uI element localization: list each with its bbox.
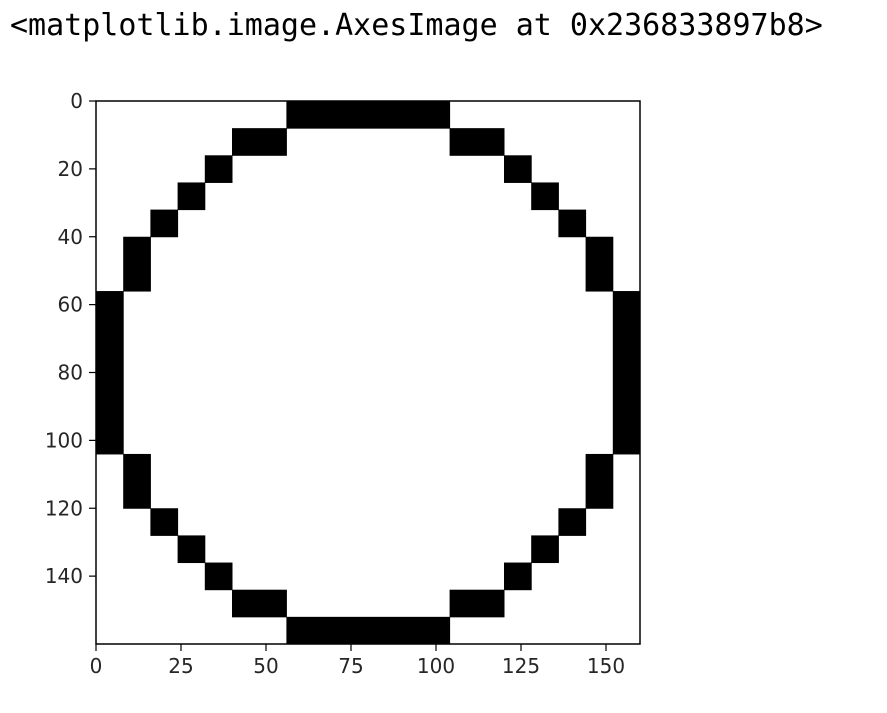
y-tick-label: 60 <box>58 293 83 317</box>
image-pixel-block <box>531 535 559 564</box>
image-pixel-block <box>232 128 287 156</box>
image-pixel-block <box>558 508 587 536</box>
image-pixel-block <box>531 182 559 211</box>
x-tick-label: 125 <box>502 654 540 678</box>
x-tick-label: 75 <box>338 654 363 678</box>
image-pixel-block <box>150 508 179 536</box>
image-pixel-block <box>177 182 206 211</box>
image-pixel-block <box>504 155 532 183</box>
y-axis-ticks: 0 20 40 60 80 100 120 140 <box>45 89 96 588</box>
image-pixels <box>96 101 641 645</box>
image-pixel-block <box>232 589 287 618</box>
y-tick-label: 20 <box>58 157 83 181</box>
y-tick-label: 40 <box>58 225 83 249</box>
image-pixel-block <box>123 453 151 509</box>
image-pixel-block <box>585 453 614 509</box>
y-tick-label: 0 <box>70 89 83 113</box>
y-tick-label: 100 <box>45 428 83 452</box>
x-tick-label: 150 <box>587 654 625 678</box>
y-tick-label: 140 <box>45 564 83 588</box>
x-tick-label: 50 <box>253 654 278 678</box>
image-pixel-block <box>286 616 451 645</box>
image-pixel-block <box>150 209 179 238</box>
y-tick-label: 120 <box>45 496 83 520</box>
image-pixel-block <box>123 236 151 292</box>
y-tick-label: 80 <box>58 361 83 385</box>
image-pixel-block <box>558 209 587 238</box>
image-pixel-block <box>204 155 233 183</box>
output-repr-text: <matplotlib.image.AxesImage at 0x2368338… <box>10 8 823 43</box>
image-pixel-block <box>286 101 451 129</box>
x-tick-label: 25 <box>168 654 193 678</box>
image-pixel-block <box>449 589 505 618</box>
image-pixel-block <box>504 562 532 591</box>
x-axis-ticks: 0 25 50 75 100 125 150 <box>90 644 625 678</box>
image-pixel-block <box>204 562 233 591</box>
image-pixel-block <box>449 128 505 156</box>
image-pixel-block <box>585 236 614 292</box>
x-tick-label: 0 <box>90 654 103 678</box>
image-pixel-block <box>177 535 206 564</box>
image-pixel-block <box>612 291 641 455</box>
x-tick-label: 100 <box>417 654 455 678</box>
image-pixel-block <box>96 291 124 455</box>
